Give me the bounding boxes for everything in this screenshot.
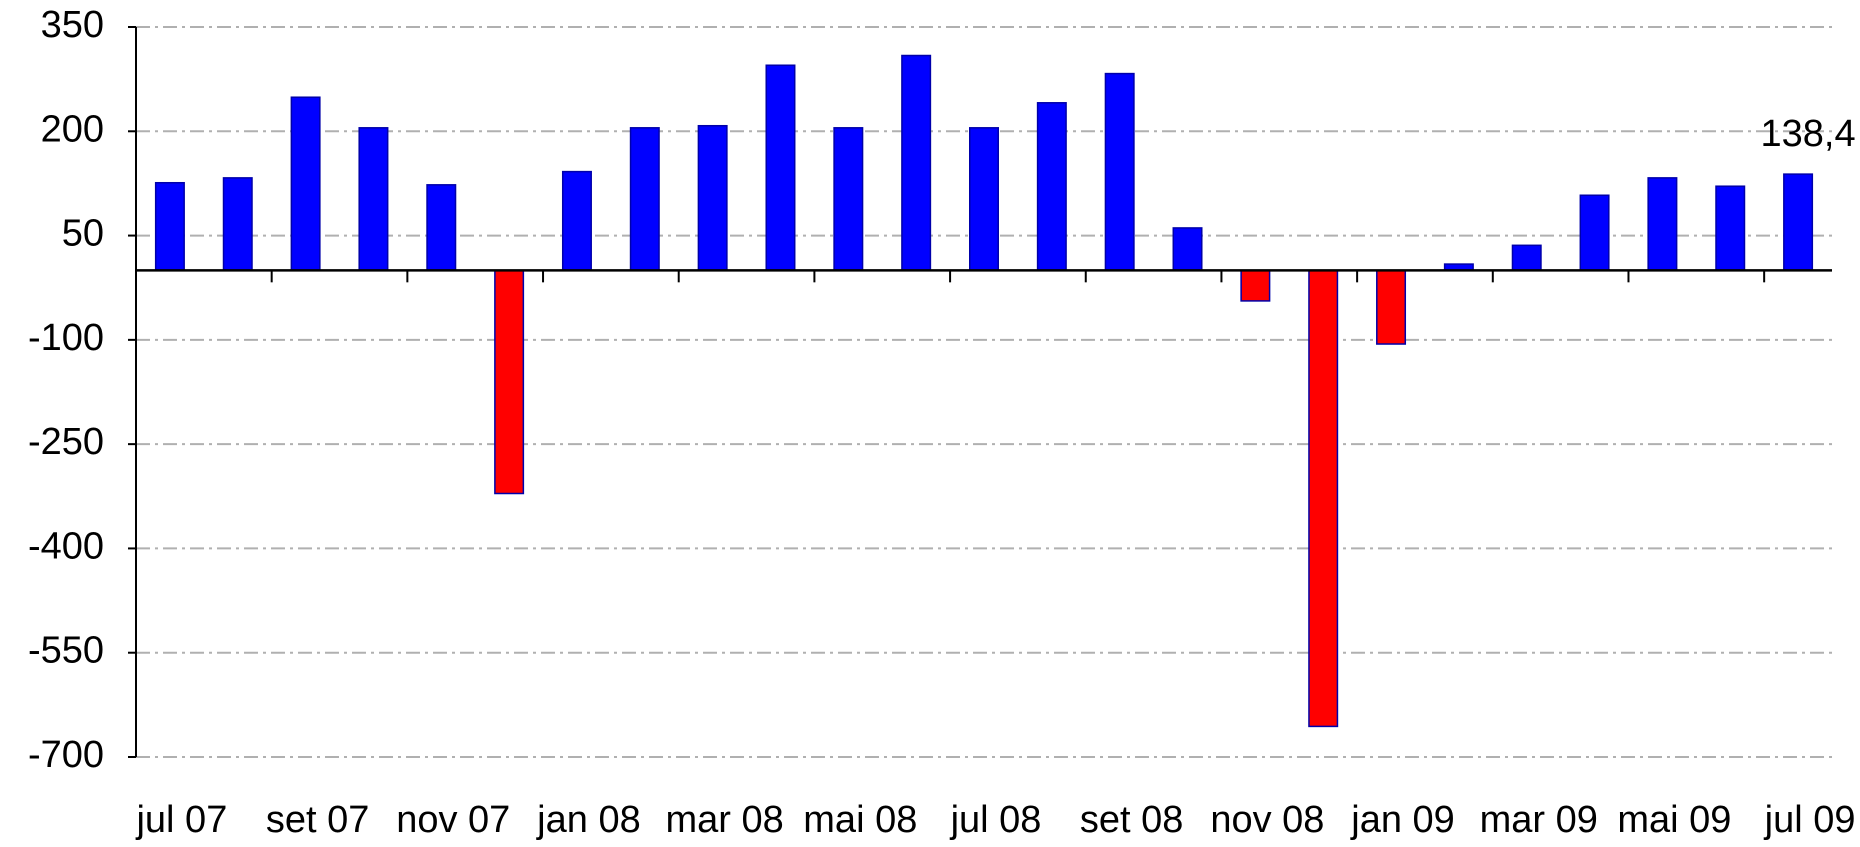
y-tick-label: -250 bbox=[28, 421, 104, 463]
bar bbox=[1715, 185, 1746, 272]
bar bbox=[494, 269, 525, 495]
y-tick-label: -550 bbox=[28, 630, 104, 672]
bar bbox=[154, 181, 185, 272]
x-tick-label: mai 09 bbox=[1617, 799, 1731, 841]
bar bbox=[1511, 244, 1542, 272]
bar bbox=[901, 54, 932, 272]
x-tick-label: mar 08 bbox=[665, 799, 783, 841]
bar bbox=[1783, 173, 1814, 272]
x-tick-label: jul 08 bbox=[950, 799, 1042, 841]
y-tick-label: -100 bbox=[28, 317, 104, 359]
x-tick-label: nov 08 bbox=[1210, 799, 1324, 841]
x-tick-label: jan 08 bbox=[536, 799, 641, 841]
bar bbox=[1240, 269, 1271, 302]
bar bbox=[765, 64, 796, 272]
x-tick-label: set 08 bbox=[1080, 799, 1184, 841]
bar bbox=[561, 170, 592, 272]
x-tick-label: mai 08 bbox=[803, 799, 917, 841]
bar bbox=[833, 127, 864, 272]
bar bbox=[1172, 227, 1203, 272]
bar bbox=[1579, 194, 1610, 272]
bar bbox=[969, 127, 999, 272]
x-tick-label: jan 09 bbox=[1350, 799, 1455, 841]
bar bbox=[1036, 102, 1067, 272]
bar bbox=[1104, 72, 1135, 272]
y-tick-label: 200 bbox=[41, 108, 104, 150]
x-tick-label: nov 07 bbox=[396, 799, 510, 841]
bar bbox=[358, 127, 389, 272]
x-tick-label: mar 09 bbox=[1480, 799, 1598, 841]
bar bbox=[629, 127, 660, 272]
y-tick-label: -700 bbox=[28, 734, 104, 776]
y-tick-label: 50 bbox=[62, 213, 104, 255]
y-tick-label: -400 bbox=[28, 525, 104, 567]
bar bbox=[426, 184, 457, 272]
bar bbox=[1308, 269, 1339, 728]
x-tick-label: set 07 bbox=[266, 799, 370, 841]
x-tick-label: jul 07 bbox=[135, 799, 227, 841]
bar bbox=[1376, 269, 1407, 345]
value-label: 138,4 bbox=[1761, 113, 1856, 155]
bar bbox=[697, 124, 728, 272]
bar bbox=[1647, 177, 1678, 272]
x-tick-label: jul 09 bbox=[1764, 799, 1856, 841]
bar bbox=[290, 96, 321, 272]
y-tick-label: 350 bbox=[41, 4, 104, 46]
bar bbox=[222, 177, 253, 272]
